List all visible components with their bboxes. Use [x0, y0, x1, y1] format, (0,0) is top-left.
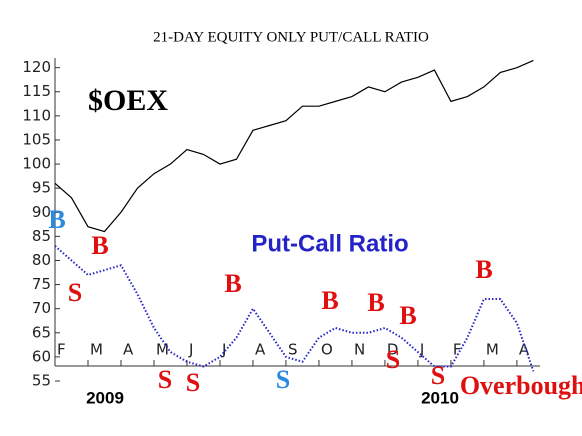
year-label: 2010: [421, 388, 459, 407]
y-tick-label: 65: [32, 323, 51, 341]
y-tick-label: 80: [32, 251, 51, 269]
x-tick-label: M: [486, 341, 499, 359]
annotation: B: [399, 301, 416, 330]
chart-title: 21-DAY EQUITY ONLY PUT/CALL RATIO: [153, 29, 429, 45]
y-tick-label: 90: [32, 203, 51, 221]
x-tick-label: F: [57, 341, 66, 359]
y-tick-label: 110: [22, 106, 51, 124]
annotation: B: [48, 205, 65, 234]
y-tick-label: 70: [32, 299, 51, 317]
x-tick-label: M: [156, 341, 169, 359]
annotation: B: [224, 269, 241, 298]
series-line: [54, 245, 535, 372]
x-tick-label: N: [354, 341, 365, 359]
annotation: S: [186, 368, 200, 397]
x-tick-label: A: [123, 341, 134, 359]
annotation: B: [475, 255, 492, 284]
annotation: B: [321, 286, 338, 315]
annotation: Overbought: [460, 371, 582, 400]
y-tick-label: 75: [32, 275, 51, 293]
x-tick-label: M: [90, 341, 103, 359]
y-tick-label: 115: [22, 82, 51, 100]
series-label: $OEX: [88, 84, 168, 117]
y-tick-label: 120: [22, 58, 51, 76]
annotation: B: [91, 231, 108, 260]
x-tick-label: S: [288, 341, 298, 359]
series-label: Put-Call Ratio: [251, 230, 408, 257]
x-tick-label: J: [221, 341, 226, 359]
y-tick-label: 85: [32, 227, 51, 245]
x-tick-label: A: [519, 341, 530, 359]
x-tick-label: F: [453, 341, 462, 359]
annotation: B: [367, 288, 384, 317]
year-label: 2009: [86, 388, 124, 407]
y-tick-label: 95: [32, 179, 51, 197]
annotation: S: [158, 365, 172, 394]
y-tick-label: 100: [22, 155, 51, 173]
x-tick-label: D: [387, 341, 399, 359]
series-line: [54, 59, 534, 233]
y-tick-label: 60: [32, 347, 51, 365]
x-tick-label: J: [419, 341, 424, 359]
y-tick-label: 105: [22, 130, 51, 148]
x-tick-label: A: [255, 341, 266, 359]
annotation: S: [431, 361, 445, 390]
annotation: S: [68, 278, 82, 307]
annotation: S: [276, 365, 290, 394]
x-tick-label: O: [321, 341, 333, 359]
annotation: S: [386, 345, 400, 374]
y-tick-label: 55: [32, 372, 51, 390]
x-tick-label: J: [188, 341, 193, 359]
